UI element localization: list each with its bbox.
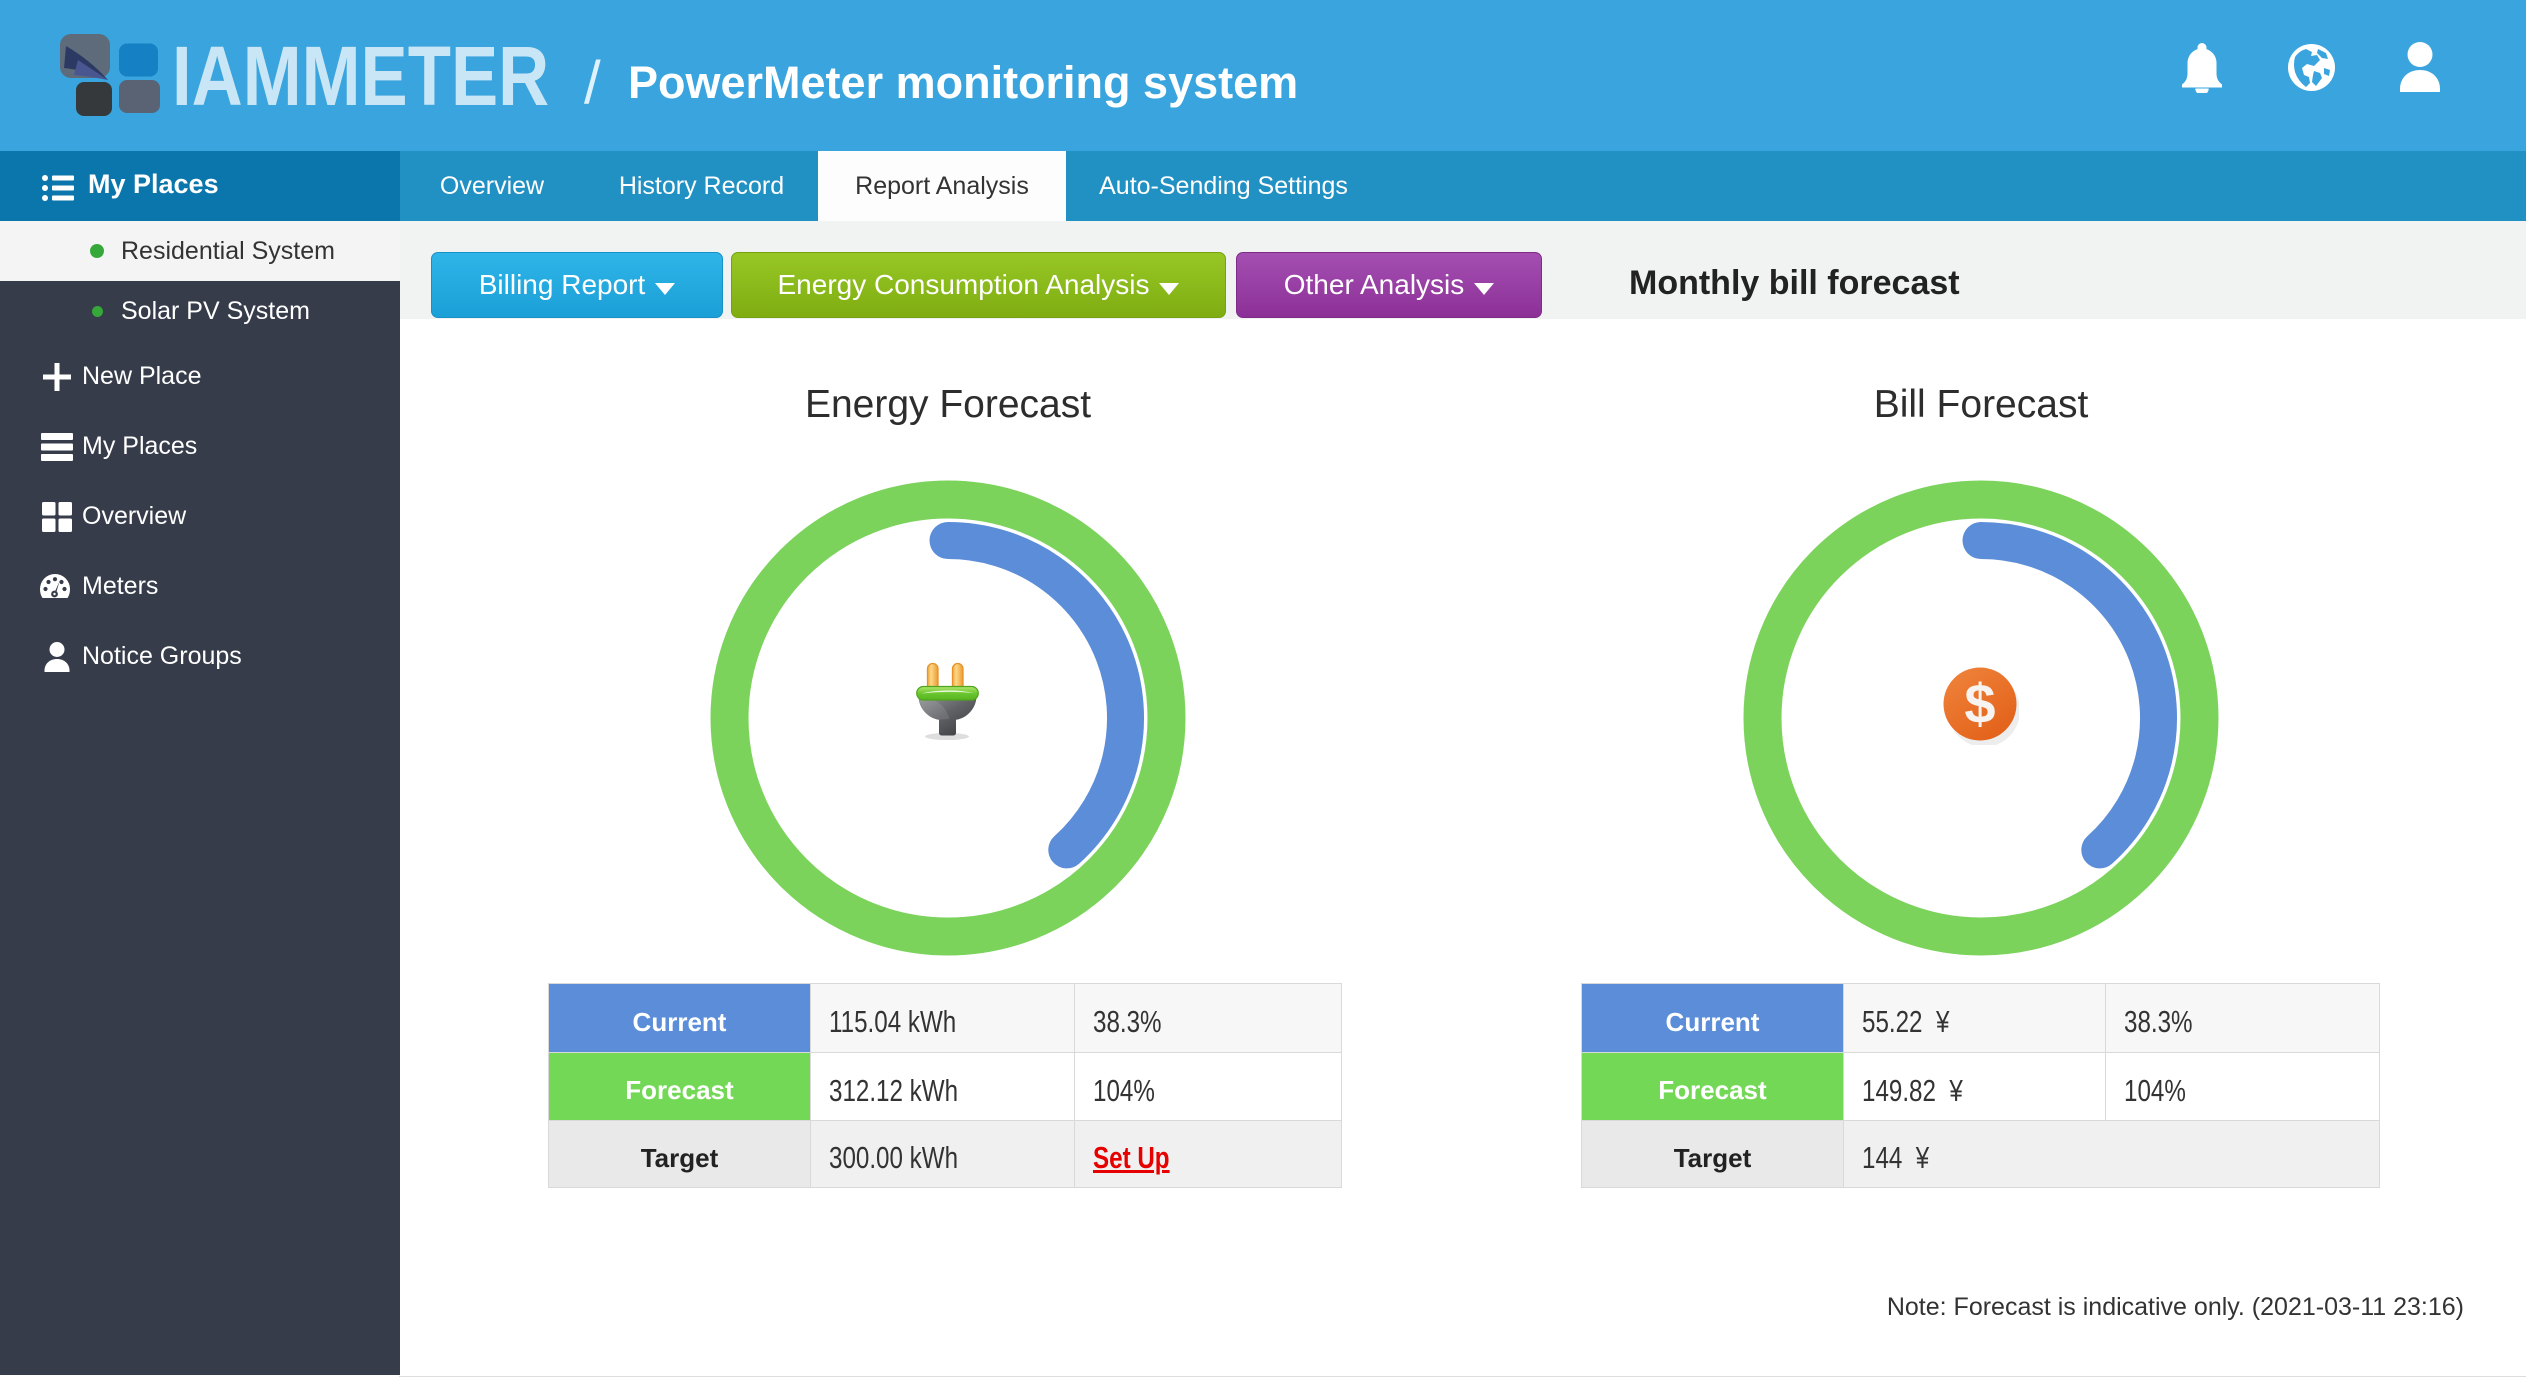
- svg-text:$: $: [1964, 672, 1995, 735]
